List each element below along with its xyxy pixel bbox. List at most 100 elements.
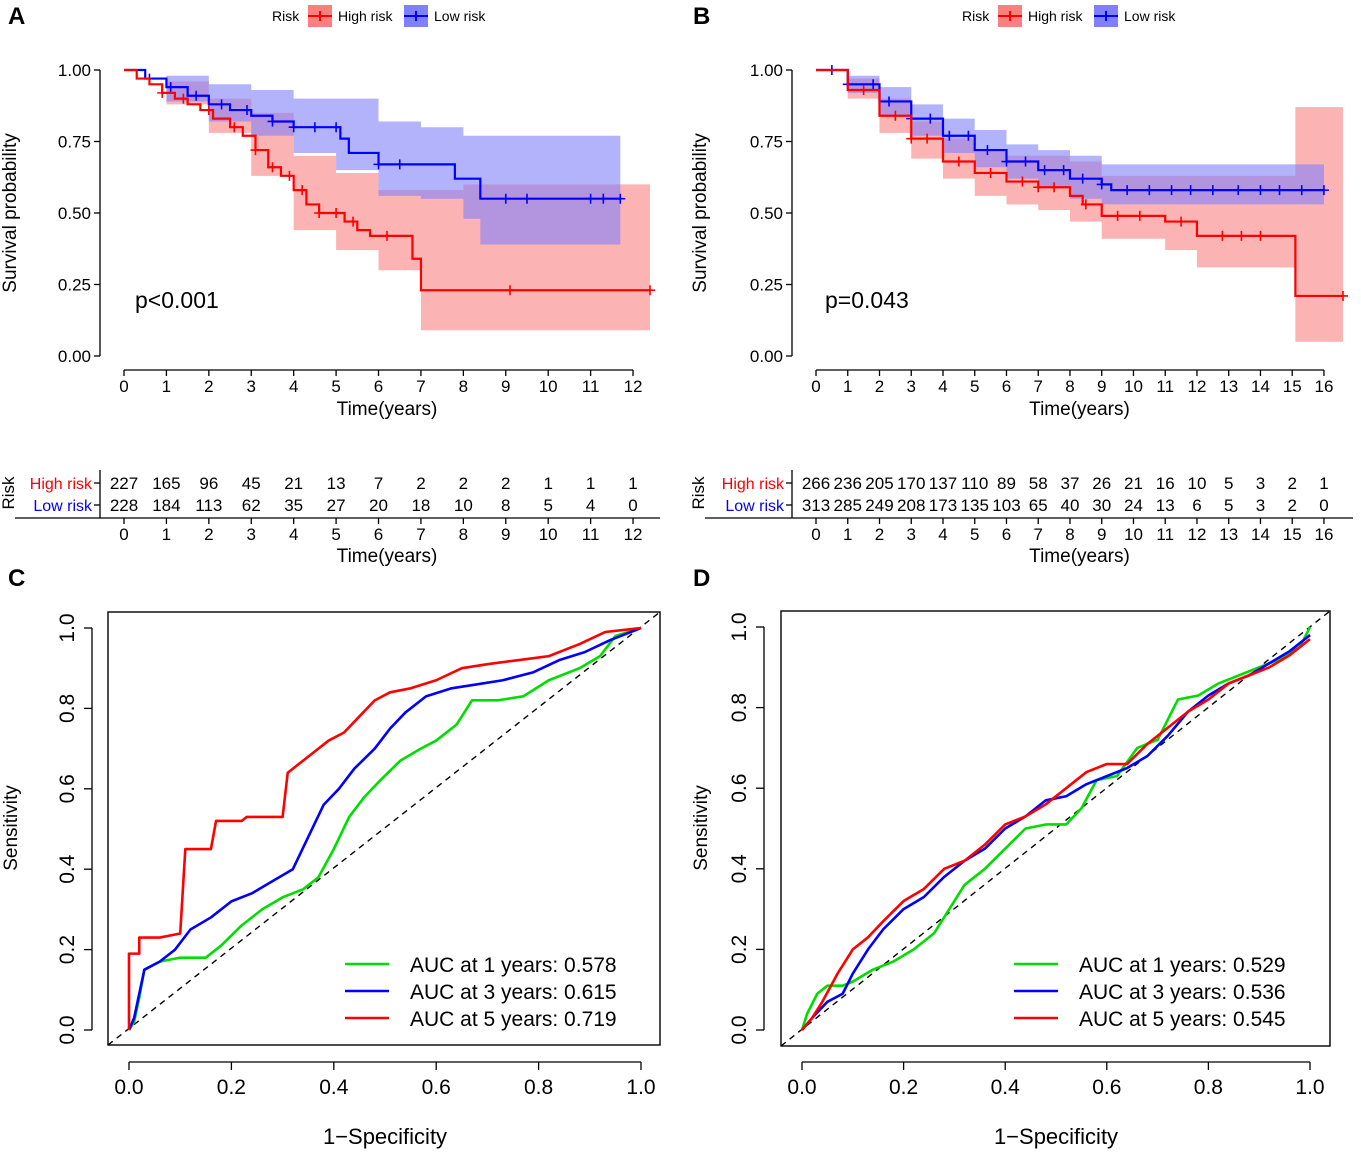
x-tick-label: 0.0: [787, 1076, 816, 1099]
low-risk-censor-mark: [331, 122, 342, 133]
roc-curve-auc1: [800, 626, 1312, 1031]
y-tick-label: 0.25: [58, 276, 91, 295]
risk-count: 3: [1256, 496, 1265, 515]
x-tick-label: 1: [162, 377, 171, 396]
high-risk-censor-mark: [1217, 230, 1228, 241]
x-tick-label: 12: [1188, 377, 1207, 396]
x-tick-label: 7: [1033, 377, 1042, 396]
x-tick-label: 0.2: [889, 1076, 918, 1099]
risk-count: 110: [961, 474, 988, 493]
high-risk-censor-mark: [1338, 290, 1348, 301]
risk-count: 4: [586, 496, 595, 515]
risk-count: 113: [195, 496, 222, 515]
risk-x-tick-label: 0: [119, 525, 128, 544]
risk-x-tick-label: 8: [1065, 525, 1074, 544]
x-tick-label: 13: [1219, 377, 1238, 396]
x-tick-label: 11: [582, 377, 600, 396]
panel-label: A: [8, 3, 25, 30]
y-tick-label: 0.75: [58, 133, 91, 152]
x-axis-title: 1−Specificity: [994, 1124, 1118, 1149]
risk-x-axis-title: Time(years): [1029, 546, 1130, 567]
legend-low-label: Low risk: [1124, 8, 1176, 24]
risk-count: 5: [1224, 496, 1233, 515]
low-risk-curve: [124, 68, 621, 200]
risk-x-tick-label: 14: [1251, 525, 1270, 544]
diagonal-reference-line: [107, 611, 661, 1046]
high-risk-censor-mark: [1236, 230, 1247, 241]
plot-frame: [107, 611, 661, 1046]
low-risk-ci-band: [124, 70, 621, 245]
roc-curve-auc5: [127, 626, 642, 1030]
x-tick-label: 10: [1124, 377, 1143, 396]
low-risk-censor-mark: [1207, 185, 1218, 196]
high-risk-censor-mark: [1134, 210, 1145, 221]
low-risk-censor-mark: [309, 122, 320, 133]
low-risk-censor-mark: [216, 99, 227, 110]
low-risk-censor-mark: [944, 130, 955, 141]
y-tick-label: 1.0: [728, 612, 751, 641]
x-tick-label: 3: [247, 377, 256, 396]
risk-count: 35: [284, 496, 303, 515]
x-tick-label: 0: [119, 377, 128, 396]
risk-count: 37: [1061, 474, 1080, 493]
risk-count: 10: [454, 496, 473, 515]
y-axis-title: Survival probability: [690, 133, 711, 293]
low-risk-ci-band: [816, 70, 1324, 211]
risk-count: 89: [997, 474, 1016, 493]
high-risk-censor-mark: [250, 145, 261, 156]
risk-x-tick-label: 15: [1283, 525, 1302, 544]
high-risk-censor-mark: [157, 87, 168, 98]
x-tick-label: 0.4: [319, 1076, 349, 1099]
roc-curve-auc5: [801, 638, 1311, 1031]
risk-count: 96: [199, 474, 218, 493]
x-tick-label: 0.8: [1194, 1076, 1223, 1099]
risk-count: 7: [374, 474, 383, 493]
risk-count: 173: [929, 496, 957, 515]
risk-count: 2: [459, 474, 468, 493]
high-risk-censor-mark: [331, 208, 342, 218]
diagonal-reference-line: [780, 610, 1331, 1047]
legend-label-auc3: AUC at 3 years: 0.615: [410, 981, 617, 1004]
low-risk-censor-mark: [963, 130, 974, 141]
legend-high-label: High risk: [1028, 8, 1083, 24]
low-risk-censor-mark: [267, 116, 278, 127]
y-tick-label: 0.0: [728, 1015, 751, 1044]
risk-x-tick-label: 12: [624, 525, 643, 544]
low-risk-censor-mark: [598, 193, 609, 204]
legend-low-label: Low risk: [434, 8, 486, 24]
high-risk-censor-mark: [1080, 199, 1091, 210]
risk-count: 8: [501, 496, 510, 515]
plot-frame: [780, 610, 1331, 1047]
x-tick-label: 7: [416, 377, 425, 396]
low-risk-censor-mark: [1144, 185, 1155, 196]
risk-count: 13: [327, 474, 346, 493]
x-tick-label: 6: [374, 377, 383, 396]
risk-count: 165: [152, 474, 180, 493]
high-risk-censor-mark: [229, 122, 240, 133]
low-risk-censor-mark: [925, 113, 936, 124]
roc-curve-auc3: [127, 626, 642, 1031]
risk-count: 2: [1287, 474, 1296, 493]
x-tick-label: 0.6: [1092, 1076, 1121, 1099]
risk-x-tick-label: 16: [1314, 525, 1333, 544]
risk-count: 236: [834, 474, 862, 493]
roc-curve-auc1: [127, 626, 642, 1031]
y-tick-label: 0.2: [56, 935, 79, 964]
y-tick-label: 1.00: [750, 61, 783, 80]
legend-label-auc1: AUC at 1 years: 0.578: [410, 954, 617, 977]
y-axis-title: Sensitivity: [691, 785, 712, 871]
low-risk-censor-mark: [1185, 185, 1196, 196]
risk-x-tick-label: 3: [907, 525, 916, 544]
y-axis-title: Survival probability: [0, 133, 21, 293]
risk-x-tick-label: 5: [331, 525, 340, 544]
high-risk-censor-mark: [858, 85, 869, 96]
risk-x-tick-label: 9: [501, 525, 510, 544]
x-tick-label: 6: [1002, 377, 1011, 396]
roc-panel-C: C 0.0 0.2 0.4 0.6 0.8 1.0 Sensitivity 0.0 0.2 0.4 0…: [1, 565, 661, 1149]
risk-count: 65: [1029, 496, 1048, 515]
x-axis-title: Time(years): [337, 399, 438, 420]
risk-x-tick-label: 1: [162, 525, 171, 544]
high-risk-curve: [124, 68, 650, 292]
high-risk-censor-mark: [348, 216, 359, 227]
risk-count: 313: [802, 496, 830, 515]
